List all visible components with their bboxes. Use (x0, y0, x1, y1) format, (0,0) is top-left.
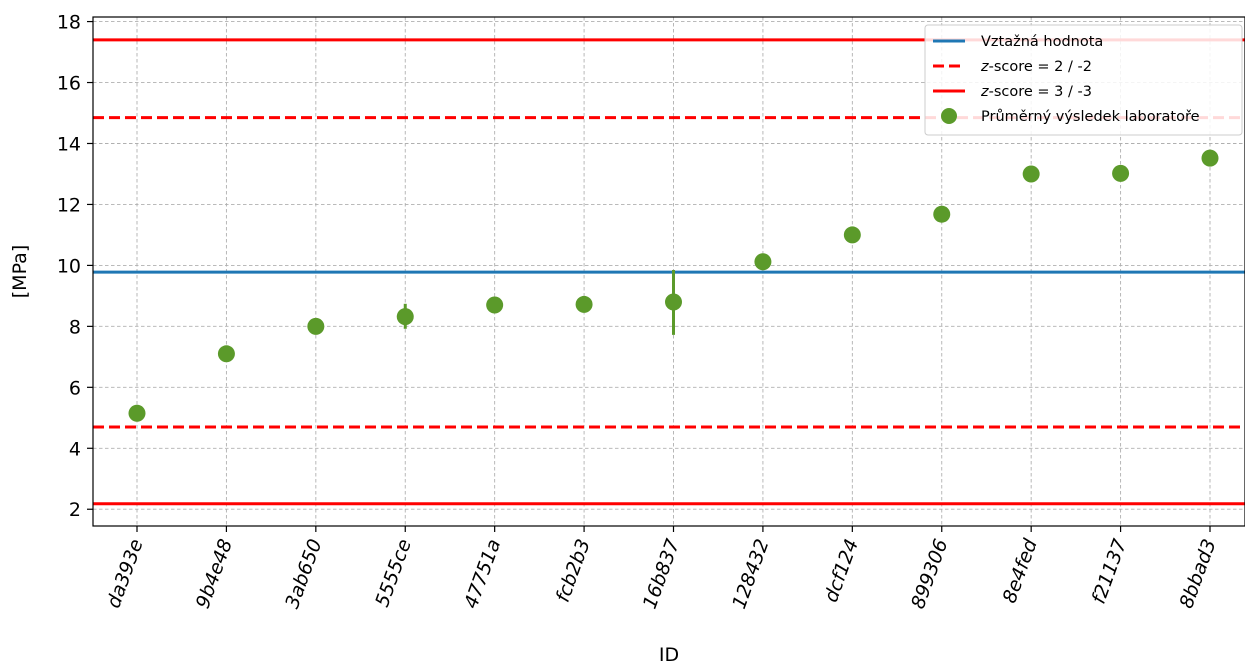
x-tick-label: 5555ce (371, 536, 416, 610)
data-points-layer (129, 150, 1219, 422)
data-point (218, 345, 235, 362)
data-point (397, 308, 414, 325)
x-tick-label: 9b4e48 (192, 536, 237, 611)
y-tick-label: 4 (69, 438, 81, 460)
y-tick-label: 10 (57, 255, 81, 277)
x-tick-label: 8bbad3 (1175, 536, 1220, 611)
data-point (1023, 165, 1040, 182)
legend-marker (941, 108, 957, 124)
data-point (844, 226, 861, 243)
x-ticks-layer: da393e 9b4e48 3ab650 5555ce 47751a fcb2b3 16b8… (103, 526, 1221, 612)
x-tick-label: da393e (103, 536, 148, 611)
data-point (307, 318, 324, 335)
x-axis-label: ID (659, 644, 679, 666)
data-point (576, 296, 593, 313)
data-point (933, 206, 950, 223)
legend: Vztažná hodnota z-score = 2 / -2 z-score =… (925, 25, 1242, 135)
x-tick-label: 47751a (460, 536, 505, 611)
data-point (129, 405, 146, 422)
y-tick-label: 8 (69, 316, 81, 338)
x-tick-label: f21137 (1088, 536, 1132, 607)
y-tick-label: 6 (69, 377, 81, 399)
x-tick-label: dcf124 (820, 536, 863, 605)
data-point (1202, 150, 1219, 167)
legend-label: Vztažná hodnota (981, 34, 1103, 50)
x-tick-label: 8e4fed (999, 535, 1043, 606)
data-point (486, 297, 503, 314)
y-tick-label: 16 (57, 73, 81, 95)
x-tick-label: 3ab650 (281, 536, 326, 611)
y-tick-label: 2 (69, 499, 81, 521)
x-tick-label: 16b837 (639, 536, 684, 612)
legend-label: z-score = 2 / -2 (980, 59, 1092, 75)
data-point (1112, 165, 1129, 182)
y-axis-label: [MPa] (9, 245, 31, 298)
y-ticks-layer: 2 4 6 8 10 12 14 16 18 (57, 12, 93, 522)
legend-label: Průměrný výsledek laboratoře (981, 109, 1200, 125)
y-tick-label: 12 (57, 194, 81, 216)
y-tick-label: 14 (57, 133, 81, 155)
data-point (665, 293, 682, 310)
legend-label: z-score = 3 / -3 (980, 84, 1092, 100)
x-tick-label: fcb2b3 (552, 536, 595, 605)
data-point (754, 253, 771, 270)
x-tick-label: 899306 (907, 536, 952, 612)
y-tick-label: 18 (57, 12, 81, 34)
x-tick-label: 128432 (728, 536, 773, 612)
